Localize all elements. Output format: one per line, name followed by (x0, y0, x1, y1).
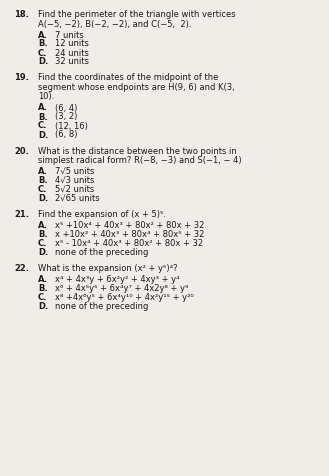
Text: A.: A. (38, 30, 48, 40)
Text: (3, 2): (3, 2) (55, 112, 77, 121)
Text: 21.: 21. (14, 210, 29, 219)
Text: 24 units: 24 units (55, 49, 89, 58)
Text: What is the distance between the two points in: What is the distance between the two poi… (38, 147, 237, 156)
Text: 7√5 units: 7√5 units (55, 167, 94, 176)
Text: 18.: 18. (14, 10, 29, 19)
Text: D.: D. (38, 130, 48, 139)
Text: x⁵ +10x⁴ + 40x³ + 80x² + 80x + 32: x⁵ +10x⁴ + 40x³ + 80x² + 80x + 32 (55, 221, 204, 230)
Text: Find the perimeter of the triangle with vertices: Find the perimeter of the triangle with … (38, 10, 236, 19)
Text: none of the preceding: none of the preceding (55, 302, 148, 311)
Text: x⁵ - 10x⁴ + 40x³ + 80x² + 80x + 32: x⁵ - 10x⁴ + 40x³ + 80x² + 80x + 32 (55, 239, 203, 248)
Text: What is the expansion (x² + y⁵)⁴?: What is the expansion (x² + y⁵)⁴? (38, 264, 178, 273)
Text: 32 units: 32 units (55, 58, 89, 67)
Text: (6, 4): (6, 4) (55, 103, 77, 112)
Text: C.: C. (38, 293, 47, 302)
Text: x⁶ + 4x⁵y⁵ + 6x⁴y⁷ + 4x2y⁸ + y⁹: x⁶ + 4x⁵y⁵ + 6x⁴y⁷ + 4x2y⁸ + y⁹ (55, 284, 189, 293)
Text: x +10x² + 40x³ + 80x⁴ + 80x⁵ + 32: x +10x² + 40x³ + 80x⁴ + 80x⁵ + 32 (55, 230, 204, 239)
Text: C.: C. (38, 49, 47, 58)
Text: 19.: 19. (14, 73, 29, 82)
Text: A(−5, −2), B(−2, −2), and C(−5,  2).: A(−5, −2), B(−2, −2), and C(−5, 2). (38, 20, 191, 29)
Text: 4√3 units: 4√3 units (55, 176, 94, 185)
Text: x⁴ + 4x³y + 6x²y² + 4xy³ + y⁴: x⁴ + 4x³y + 6x²y² + 4xy³ + y⁴ (55, 275, 180, 284)
Text: Find the coordinates of the midpoint of the: Find the coordinates of the midpoint of … (38, 73, 218, 82)
Text: 10).: 10). (38, 92, 54, 101)
Text: A.: A. (38, 167, 48, 176)
Text: x⁸ +4x⁶y⁵ + 6x⁴y¹⁰ + 4x²y¹⁵ + y²⁰: x⁸ +4x⁶y⁵ + 6x⁴y¹⁰ + 4x²y¹⁵ + y²⁰ (55, 293, 194, 302)
Text: D.: D. (38, 194, 48, 203)
Text: B.: B. (38, 284, 48, 293)
Text: D.: D. (38, 302, 48, 311)
Text: D.: D. (38, 248, 48, 257)
Text: 12 units: 12 units (55, 40, 89, 49)
Text: B.: B. (38, 40, 48, 49)
Text: segment whose endpoints are H(9, 6) and K(3,: segment whose endpoints are H(9, 6) and … (38, 83, 235, 92)
Text: 5√2 units: 5√2 units (55, 185, 94, 194)
Text: (12, 16): (12, 16) (55, 121, 88, 130)
Text: A.: A. (38, 103, 48, 112)
Text: none of the preceding: none of the preceding (55, 248, 148, 257)
Text: A.: A. (38, 275, 48, 284)
Text: B.: B. (38, 176, 48, 185)
Text: simplest radical form? R(−8, −3) and S(−1, − 4): simplest radical form? R(−8, −3) and S(−… (38, 156, 241, 165)
Text: Find the expansion of (x + 5)⁵.: Find the expansion of (x + 5)⁵. (38, 210, 166, 219)
Text: A.: A. (38, 221, 48, 230)
Text: 20.: 20. (14, 147, 29, 156)
Text: 2√65 units: 2√65 units (55, 194, 100, 203)
Text: (6, 8): (6, 8) (55, 130, 78, 139)
Text: B.: B. (38, 230, 48, 239)
Text: 22.: 22. (14, 264, 29, 273)
Text: B.: B. (38, 112, 48, 121)
Text: C.: C. (38, 121, 47, 130)
Text: D.: D. (38, 58, 48, 67)
Text: C.: C. (38, 185, 47, 194)
Text: C.: C. (38, 239, 47, 248)
Text: 7 units: 7 units (55, 30, 84, 40)
